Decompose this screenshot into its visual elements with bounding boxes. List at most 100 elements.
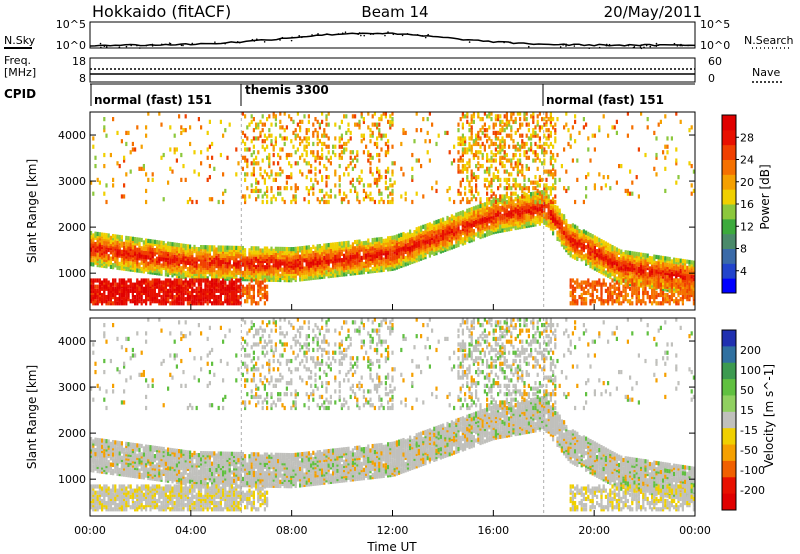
power-cell [521,139,524,144]
power-cell [136,125,139,130]
power-cell [523,205,526,210]
power-cell [153,286,156,291]
power-cell [464,139,467,144]
power-cell [541,144,544,149]
power-cell [327,194,330,199]
power-cell [327,111,330,116]
power-cell [134,282,137,287]
power-cell [120,194,123,199]
power-cell [512,155,515,160]
power-cell [556,236,559,241]
power-cell [307,128,310,133]
power-cell [105,183,108,188]
power-cell [354,246,357,251]
power-cell [327,136,330,141]
power-cell [534,180,537,185]
power-cell [488,114,491,119]
power-cell [453,232,456,237]
nsearch-point [239,41,241,44]
power-cell [263,147,266,152]
power-cell [305,175,308,180]
power-cell [492,152,495,158]
power-cell [303,258,306,263]
power-cell [406,232,409,237]
power-cell [523,183,526,188]
power-cell [134,147,137,152]
power-cell [112,183,115,188]
nsearch-point [160,43,163,46]
power-cell [292,255,295,260]
power-cell [246,256,249,261]
beam-title: Beam 14 [361,3,428,21]
power-cell [536,144,539,149]
power-cell [138,241,141,246]
power-cell [470,175,473,180]
power-cell [90,235,93,240]
power-cell [538,207,541,212]
power-cell [380,133,383,138]
power-cell [294,133,297,138]
power-cell [508,172,511,177]
power-cell [380,136,383,141]
power-cell [435,141,438,147]
power-cell [255,188,258,194]
power-cell [547,133,550,138]
power-cell [503,207,506,212]
power-cell [470,177,473,182]
power-cell [226,155,229,160]
power-cell [523,144,526,149]
power-cell [376,183,379,188]
power-cell [365,144,368,149]
power-cell [217,299,220,304]
nsearch-point [317,33,319,35]
power-cell [472,114,475,119]
power-cell [549,186,552,191]
power-cell [314,117,317,122]
power-cell [360,241,363,246]
power-cell [211,245,214,250]
power-cell [545,188,548,194]
power-cell [475,205,478,210]
power-cell [325,155,328,160]
nsearch-point [236,40,239,43]
power-cell [239,290,242,296]
power-cell [492,191,495,196]
power-cell [92,233,95,238]
power-cell [116,234,119,239]
power-cell [327,253,330,258]
power-cell [481,130,484,136]
power-cell [472,119,475,124]
power-cell [483,202,486,207]
power-cell [173,254,176,260]
power-cell [268,133,271,138]
power-cell [138,286,141,291]
power-cell [428,139,431,144]
power-cell [347,139,350,144]
power-cell [241,139,244,144]
power-cell [321,262,324,267]
power-cell [285,155,288,160]
power-cell [127,284,130,289]
power-cell [499,224,502,229]
power-cell [215,255,218,260]
power-cell [503,141,506,147]
power-cell [336,254,339,259]
power-cell [180,125,183,130]
power-cell [569,133,572,138]
power-cell [211,197,214,202]
nsearch-point [676,45,679,47]
power-cell [415,249,418,255]
power-cell [468,136,471,141]
power-cell [167,180,170,185]
power-cell [279,277,282,283]
power-cell [439,218,442,223]
power-cell [299,260,302,265]
power-cell [145,238,148,243]
power-cell [382,133,385,138]
power-cell [501,147,504,152]
power-cell [349,248,352,253]
power-cell [558,233,561,238]
power-cell [345,130,348,136]
power-cell [349,244,352,249]
power-cell [305,274,308,279]
